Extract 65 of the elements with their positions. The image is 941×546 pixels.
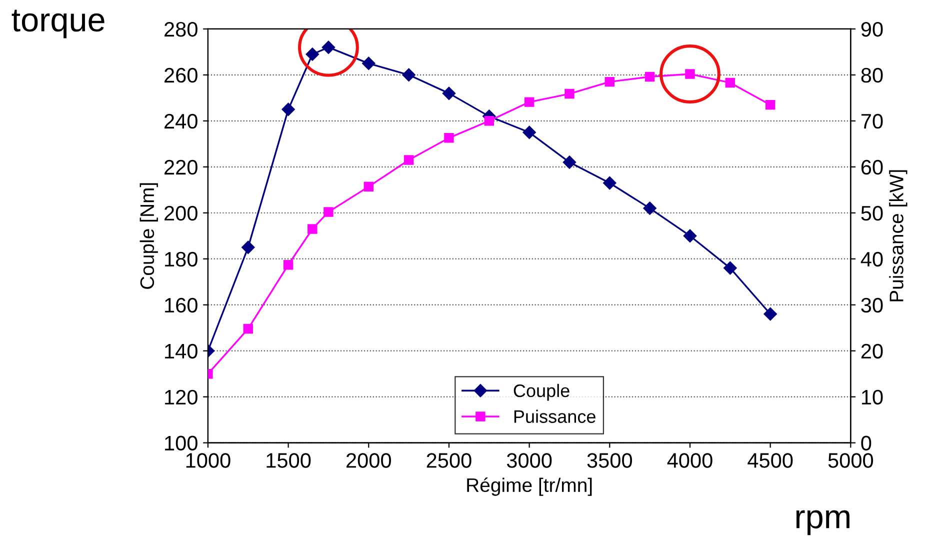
point <box>522 126 536 139</box>
point <box>724 261 737 275</box>
y-tick-label: 240 <box>164 114 198 129</box>
y-tick-label: 180 <box>165 252 198 267</box>
x-tick-label: 1000 <box>186 453 230 468</box>
point <box>562 156 576 169</box>
point <box>282 102 295 116</box>
point <box>362 56 376 70</box>
y2-tick-label: 70 <box>861 114 883 129</box>
point <box>603 176 616 190</box>
y-tick-label: 120 <box>165 390 198 405</box>
x-tick-label: 4500 <box>748 453 793 468</box>
y2-tick-label: 30 <box>861 298 883 313</box>
y2-axis-title: Puissance [kW] <box>889 170 908 302</box>
x-tick-label: 5000 <box>828 453 874 468</box>
x-tick-label: 4000 <box>667 453 712 468</box>
y2-tick-label: 90 <box>861 22 883 37</box>
point <box>683 229 697 242</box>
point <box>404 155 414 165</box>
y-tick-label: 100 <box>165 436 198 451</box>
point <box>725 78 736 88</box>
y2-tick-label: 50 <box>861 206 883 221</box>
text: rpm <box>796 510 850 536</box>
point <box>764 307 777 321</box>
point <box>308 224 318 234</box>
point <box>283 260 294 270</box>
x-tick-label: 3000 <box>506 453 552 468</box>
y-tick-label: 260 <box>164 68 198 83</box>
point <box>685 69 695 79</box>
point <box>644 72 655 82</box>
y-tick-label: 200 <box>164 206 198 221</box>
point <box>524 97 534 107</box>
x-tick-label: 2500 <box>426 453 472 468</box>
y-tick-label: 220 <box>164 160 198 175</box>
point <box>242 240 255 254</box>
y2-tick-label: 80 <box>861 68 883 83</box>
x-tick-label: 3500 <box>587 453 632 468</box>
point <box>306 48 319 61</box>
text: torque <box>12 10 104 38</box>
y-tick-label: 140 <box>165 344 198 359</box>
legend-label: Puissance <box>514 410 596 423</box>
legend-label: Couple <box>514 384 570 401</box>
point <box>322 40 336 54</box>
y-tick-label: 160 <box>165 298 198 313</box>
point <box>484 116 494 126</box>
x-tick-label: 1500 <box>266 453 311 468</box>
y-axis-title: Couple [Nm] <box>140 183 158 289</box>
x-tick-label: 2000 <box>346 453 391 468</box>
x-axis-title: Régime [tr/mn] <box>467 478 592 496</box>
y2-tick-label: 40 <box>860 252 883 267</box>
y2-tick-label: 60 <box>861 160 883 175</box>
point <box>604 76 615 87</box>
y2-tick-label: 10 <box>862 390 883 405</box>
point <box>324 207 334 217</box>
point <box>643 202 656 215</box>
y2-tick-label: 0 <box>861 436 872 451</box>
point <box>444 133 454 143</box>
point <box>402 68 416 82</box>
y2-tick-label: 20 <box>861 344 883 359</box>
y-tick-label: 280 <box>164 22 198 37</box>
point <box>765 100 776 110</box>
point <box>364 182 374 192</box>
point <box>243 324 253 334</box>
point <box>564 88 574 99</box>
point <box>442 86 456 100</box>
